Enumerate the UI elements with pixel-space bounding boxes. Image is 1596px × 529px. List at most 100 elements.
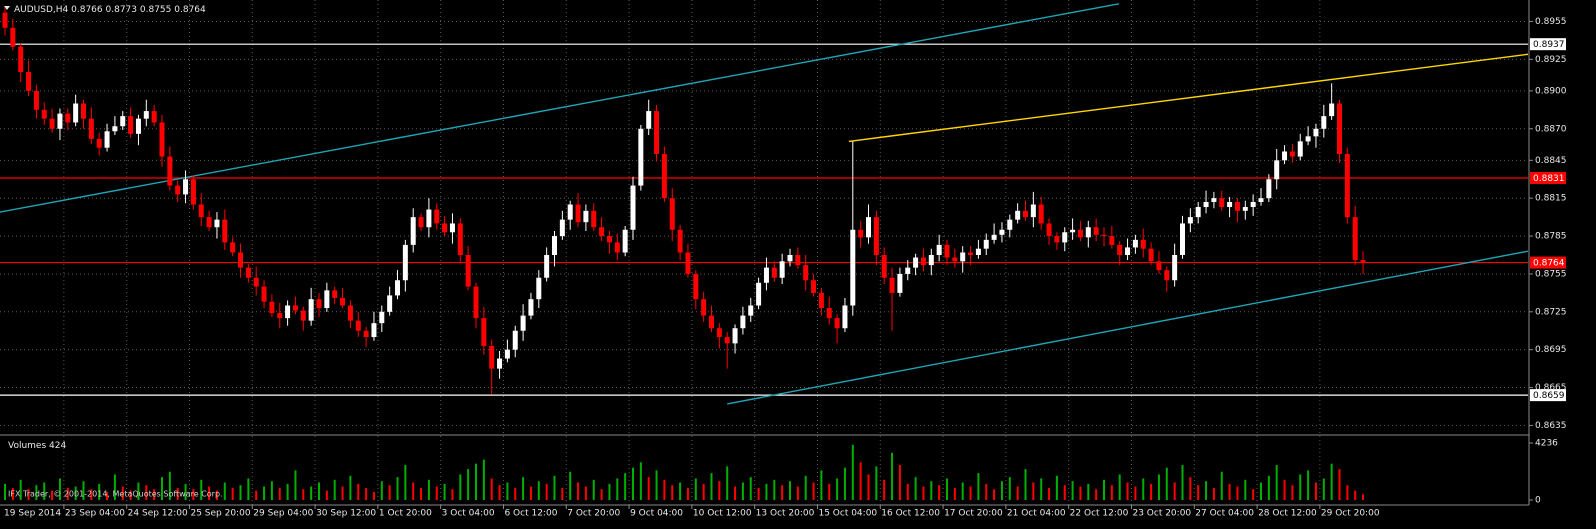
candle-body bbox=[379, 311, 385, 324]
candle-body bbox=[803, 265, 809, 281]
candle-body bbox=[33, 90, 39, 110]
candle-body bbox=[732, 328, 738, 344]
candle-body bbox=[1337, 103, 1342, 155]
candle-body bbox=[128, 116, 134, 134]
candle-body bbox=[96, 138, 102, 148]
candle-body bbox=[1211, 198, 1217, 202]
candle-body bbox=[504, 349, 510, 359]
candle-body bbox=[190, 179, 196, 205]
level-label: 0.8764 bbox=[1533, 259, 1565, 269]
candle-body bbox=[497, 358, 503, 369]
low-value: 0.8755 bbox=[140, 5, 172, 15]
candle-body bbox=[402, 244, 408, 281]
candle-body bbox=[65, 113, 71, 123]
candle-body bbox=[1140, 239, 1146, 249]
candle-body bbox=[1180, 223, 1185, 256]
x-tick-label: 21 Oct 04:00 bbox=[1007, 509, 1066, 519]
candle-body bbox=[850, 229, 856, 306]
candle-body bbox=[952, 257, 958, 262]
y-tick-label: 0.8845 bbox=[1535, 156, 1567, 166]
trendline-layer bbox=[0, 3, 1528, 405]
candle-body bbox=[552, 236, 557, 256]
candle-body bbox=[1195, 207, 1201, 218]
volume-name: Volumes bbox=[8, 441, 46, 451]
candle-body bbox=[1038, 204, 1044, 224]
candle-body bbox=[779, 261, 785, 278]
candle-body bbox=[1187, 217, 1193, 224]
candle-body bbox=[724, 337, 730, 344]
candle-body bbox=[567, 204, 573, 220]
candle-body bbox=[975, 248, 981, 256]
candle-body bbox=[936, 244, 942, 256]
candle-body bbox=[999, 229, 1005, 235]
symbol: AUDUSD,H4 bbox=[14, 5, 69, 15]
level-label-box bbox=[1530, 38, 1566, 51]
candle-body bbox=[881, 255, 887, 278]
level-label-box bbox=[1530, 256, 1566, 269]
candle-body bbox=[269, 301, 275, 314]
candle-body bbox=[512, 330, 518, 350]
candle-body bbox=[159, 122, 165, 157]
candle-body bbox=[112, 126, 118, 132]
candle-body bbox=[1156, 261, 1162, 271]
candle-body bbox=[606, 236, 612, 243]
candle-body bbox=[449, 223, 455, 233]
candle-body bbox=[575, 204, 581, 223]
candle-body bbox=[983, 239, 989, 249]
candle-body bbox=[57, 113, 63, 129]
candle-body bbox=[316, 299, 322, 309]
candle-body bbox=[716, 328, 722, 338]
candle-body bbox=[944, 244, 950, 258]
y-tick-label: 0.8785 bbox=[1535, 232, 1567, 242]
candle-body bbox=[1070, 229, 1076, 233]
candle-body bbox=[198, 204, 204, 218]
candle-body bbox=[355, 320, 361, 331]
y-tick-label: 0.8815 bbox=[1535, 194, 1567, 204]
candle-body bbox=[442, 223, 448, 233]
candle-body bbox=[889, 277, 895, 293]
menu-arrow bbox=[4, 6, 10, 10]
candle-body bbox=[175, 185, 181, 195]
candle-body bbox=[1282, 151, 1288, 161]
candle-body bbox=[410, 217, 416, 245]
y-tick-label: 0.8755 bbox=[1535, 269, 1567, 279]
candle-body bbox=[1007, 219, 1013, 230]
y-tick-label: 0.8870 bbox=[1535, 124, 1567, 134]
candle-body bbox=[763, 267, 769, 283]
candle-body bbox=[340, 297, 346, 306]
candle-body bbox=[230, 242, 236, 253]
volume-title: Volumes 424 bbox=[8, 441, 66, 451]
candle-body bbox=[277, 313, 283, 319]
candle-body bbox=[222, 219, 228, 243]
candle-body bbox=[520, 315, 526, 331]
candle-body bbox=[1054, 236, 1060, 243]
candle-body bbox=[528, 299, 534, 316]
candle-body bbox=[347, 305, 353, 321]
x-tick-label: 30 Sep 12:00 bbox=[316, 509, 376, 519]
candle-body bbox=[167, 156, 173, 186]
trendline bbox=[727, 250, 1528, 405]
x-tick-label: 9 Oct 04:00 bbox=[630, 509, 683, 519]
x-tick-label: 7 Oct 20:00 bbox=[567, 509, 620, 519]
candle-body bbox=[740, 315, 746, 329]
candle-body bbox=[630, 185, 636, 230]
candle-body bbox=[1046, 223, 1052, 237]
open-value: 0.8766 bbox=[71, 5, 103, 15]
candle-body bbox=[41, 109, 47, 119]
volume-layer bbox=[4, 444, 1365, 500]
candle-body bbox=[834, 318, 840, 329]
candle-body bbox=[1250, 201, 1256, 208]
x-tick-label: 27 Oct 04:00 bbox=[1195, 509, 1254, 519]
level-label: 0.8937 bbox=[1533, 40, 1565, 50]
candle-body bbox=[1101, 234, 1107, 237]
candle-body bbox=[1030, 204, 1036, 218]
candle-body bbox=[1109, 236, 1115, 245]
candle-body bbox=[771, 267, 777, 278]
candle-body bbox=[1266, 179, 1272, 199]
candle-body bbox=[991, 234, 997, 240]
candle-body bbox=[756, 282, 762, 306]
volume-last: 424 bbox=[49, 441, 66, 451]
candle-body bbox=[2, 12, 8, 28]
y-tick-label: 0.8925 bbox=[1535, 55, 1567, 65]
candle-body bbox=[489, 345, 495, 369]
